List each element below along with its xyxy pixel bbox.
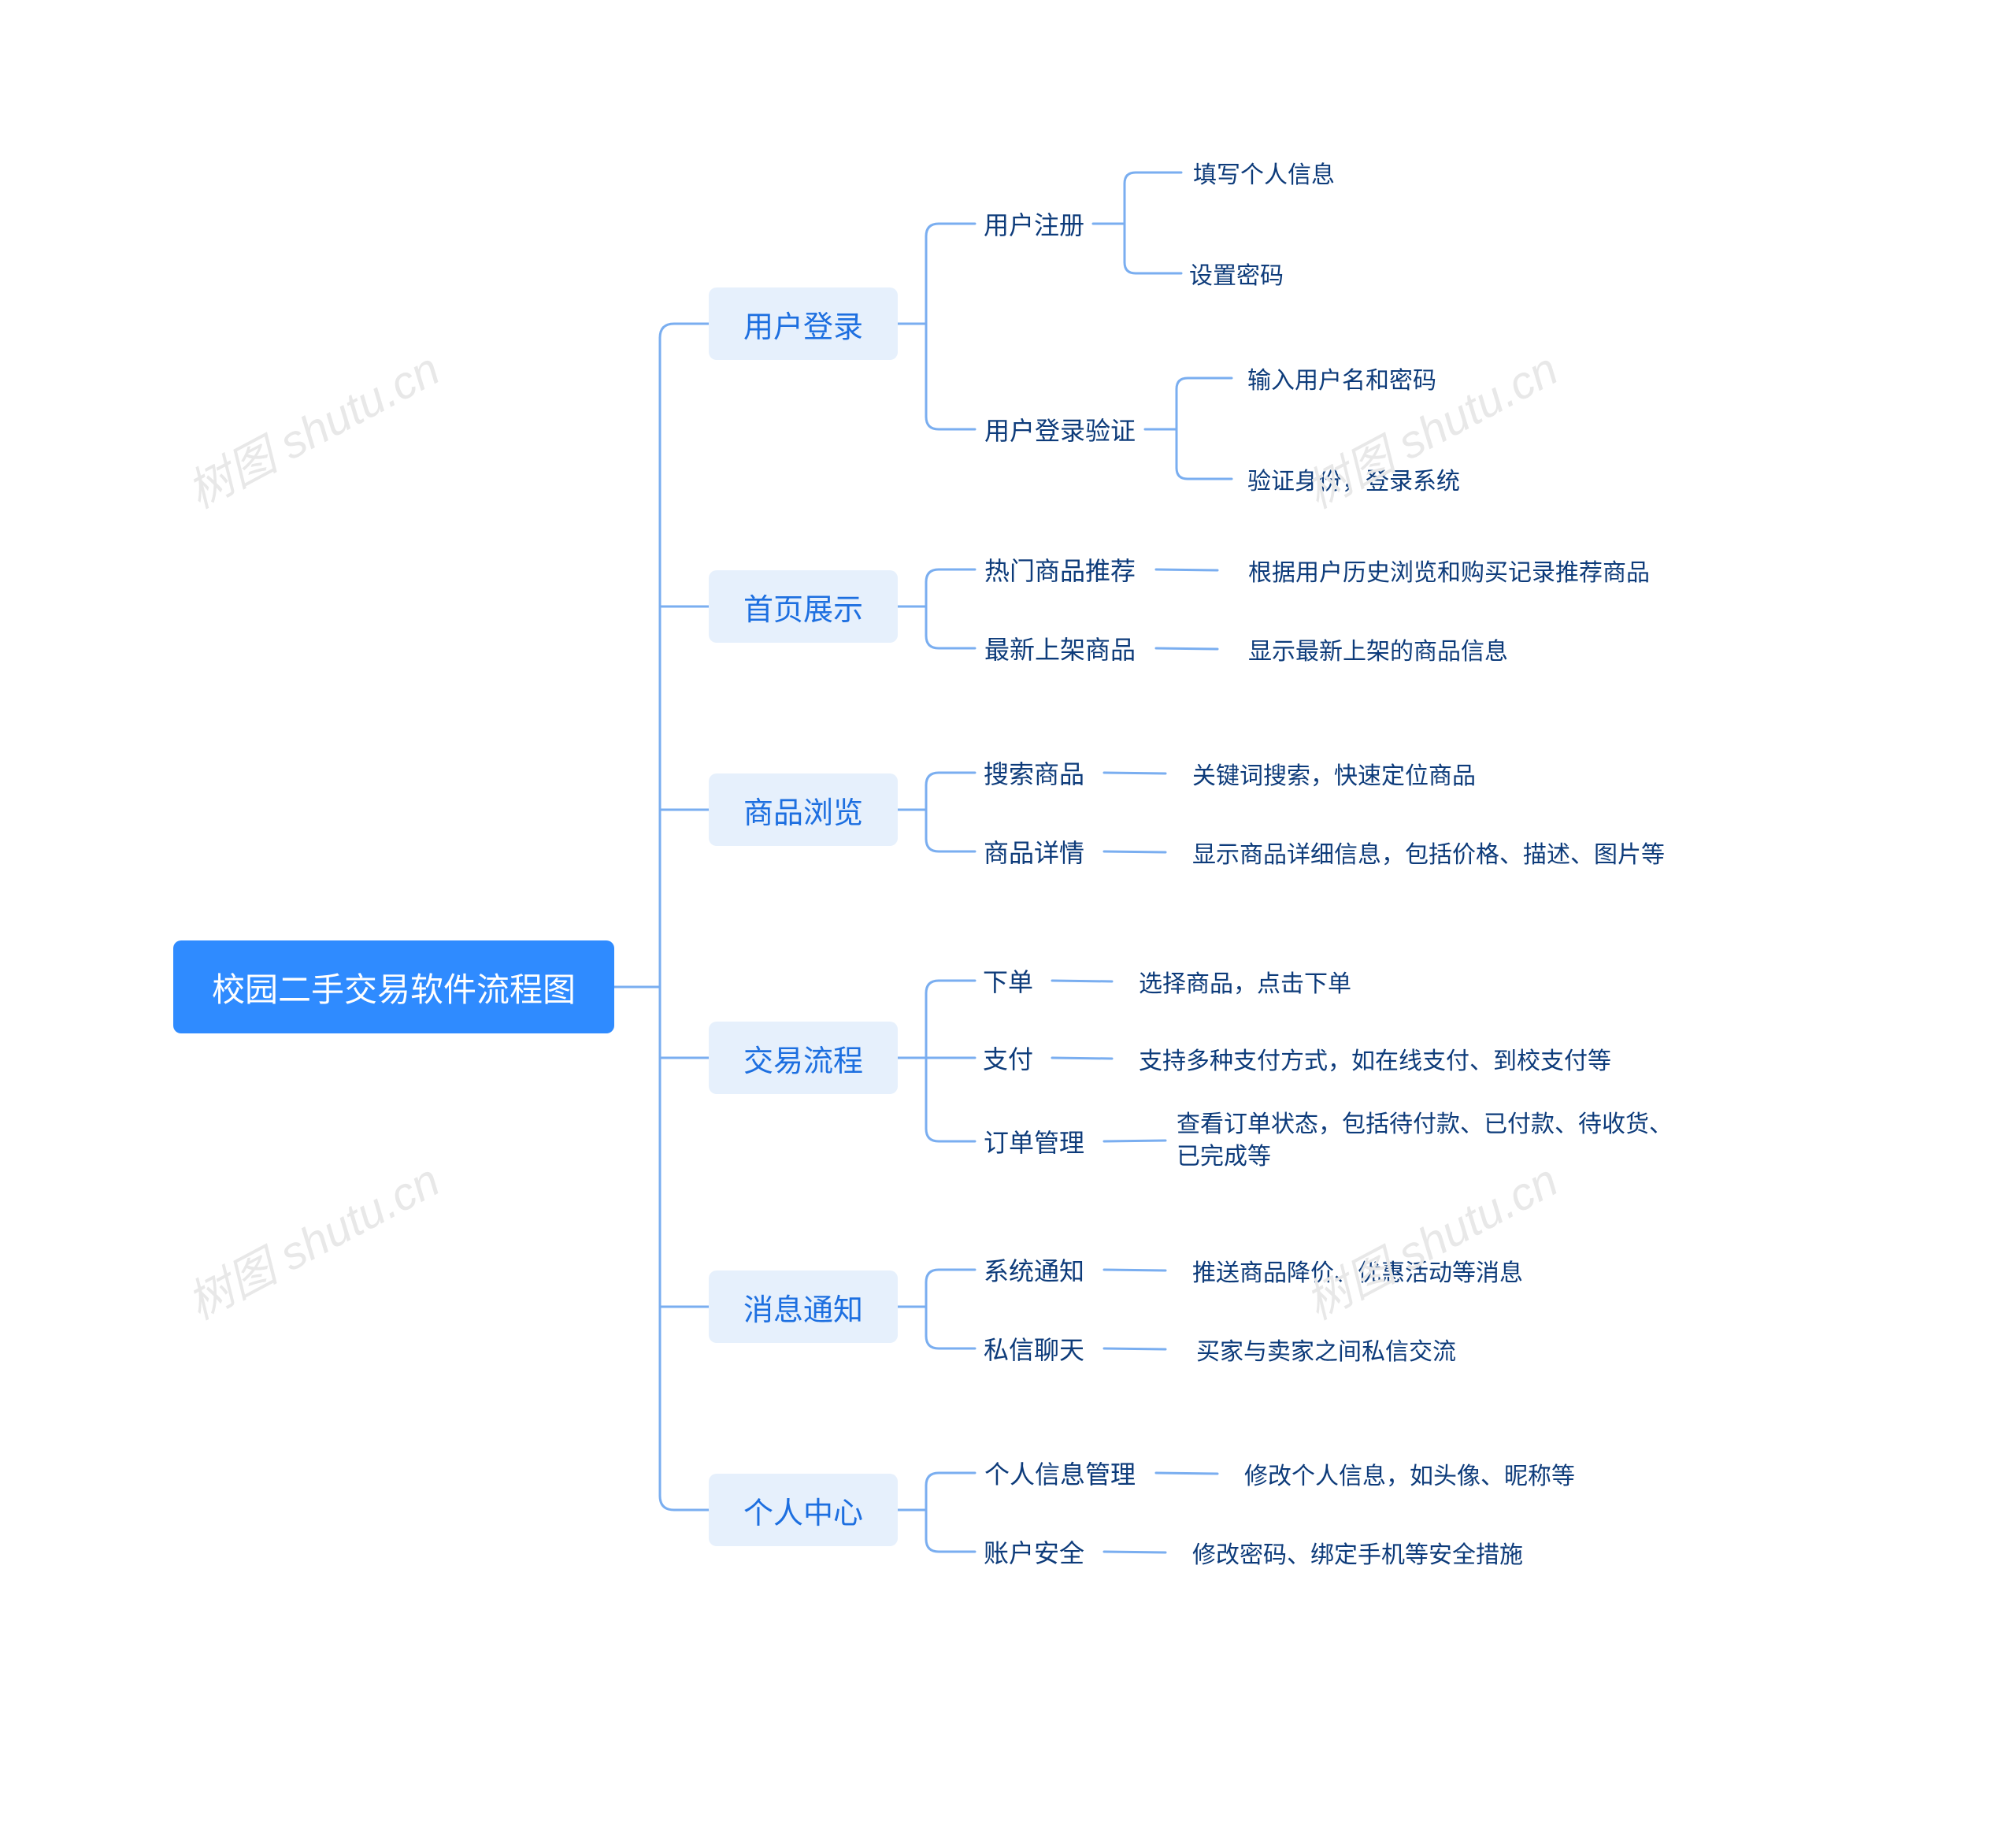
level2-node: 订单管理 xyxy=(975,1123,1093,1159)
level2-node: 系统通知 xyxy=(975,1252,1093,1288)
level1-node: 交易流程 xyxy=(709,1022,898,1094)
level1-node: 商品浏览 xyxy=(709,773,898,846)
level2-node: 最新上架商品 xyxy=(975,630,1145,666)
level3-node: 修改个人信息，如头像、昵称等 xyxy=(1228,1458,1591,1489)
level3-node: 选择商品，点击下单 xyxy=(1123,966,1367,997)
level1-node: 消息通知 xyxy=(709,1270,898,1343)
level3-node: 输入用户名和密码 xyxy=(1232,362,1452,394)
level3-node: 显示商品详细信息，包括价格、描述、图片等 xyxy=(1177,836,1681,868)
level2-node: 用户注册 xyxy=(975,206,1093,242)
level3-node: 设置密码 xyxy=(1181,258,1292,289)
level1-node: 个人中心 xyxy=(709,1474,898,1546)
level3-node: 修改密码、绑定手机等安全措施 xyxy=(1177,1537,1539,1568)
level3-node: 填写个人信息 xyxy=(1181,157,1347,188)
watermark: 树图 shutu.cn xyxy=(174,332,450,521)
level3-node: 查看订单状态，包括待付款、已付款、待收货、已完成等 xyxy=(1177,1109,1681,1172)
level3-node: 关键词搜索，快速定位商品 xyxy=(1177,758,1492,789)
level2-node: 热门商品推荐 xyxy=(975,551,1145,588)
level1-node: 首页展示 xyxy=(709,570,898,643)
level3-node: 支持多种支付方式，如在线支付、到校支付等 xyxy=(1123,1043,1627,1074)
level1-node: 用户登录 xyxy=(709,287,898,360)
level3-node: 显示最新上架的商品信息 xyxy=(1228,633,1528,665)
level2-node: 商品详情 xyxy=(975,833,1093,870)
level3-node: 推送商品降价、优惠活动等消息 xyxy=(1177,1255,1539,1286)
level2-node: 下单 xyxy=(975,963,1041,999)
root-node: 校园二手交易软件流程图 xyxy=(173,940,614,1033)
level2-node: 用户登录验证 xyxy=(975,411,1145,447)
level2-node: 个人信息管理 xyxy=(975,1455,1145,1491)
watermark: 树图 shutu.cn xyxy=(174,1144,450,1332)
level3-node: 根据用户历史浏览和购买记录推荐商品 xyxy=(1228,555,1670,586)
level3-node: 验证身份，登录系统 xyxy=(1232,463,1476,495)
level2-node: 搜索商品 xyxy=(975,755,1093,791)
level2-node: 支付 xyxy=(975,1040,1041,1076)
level2-node: 账户安全 xyxy=(975,1534,1093,1570)
level3-node: 买家与卖家之间私信交流 xyxy=(1177,1334,1476,1365)
level2-node: 私信聊天 xyxy=(975,1330,1093,1367)
